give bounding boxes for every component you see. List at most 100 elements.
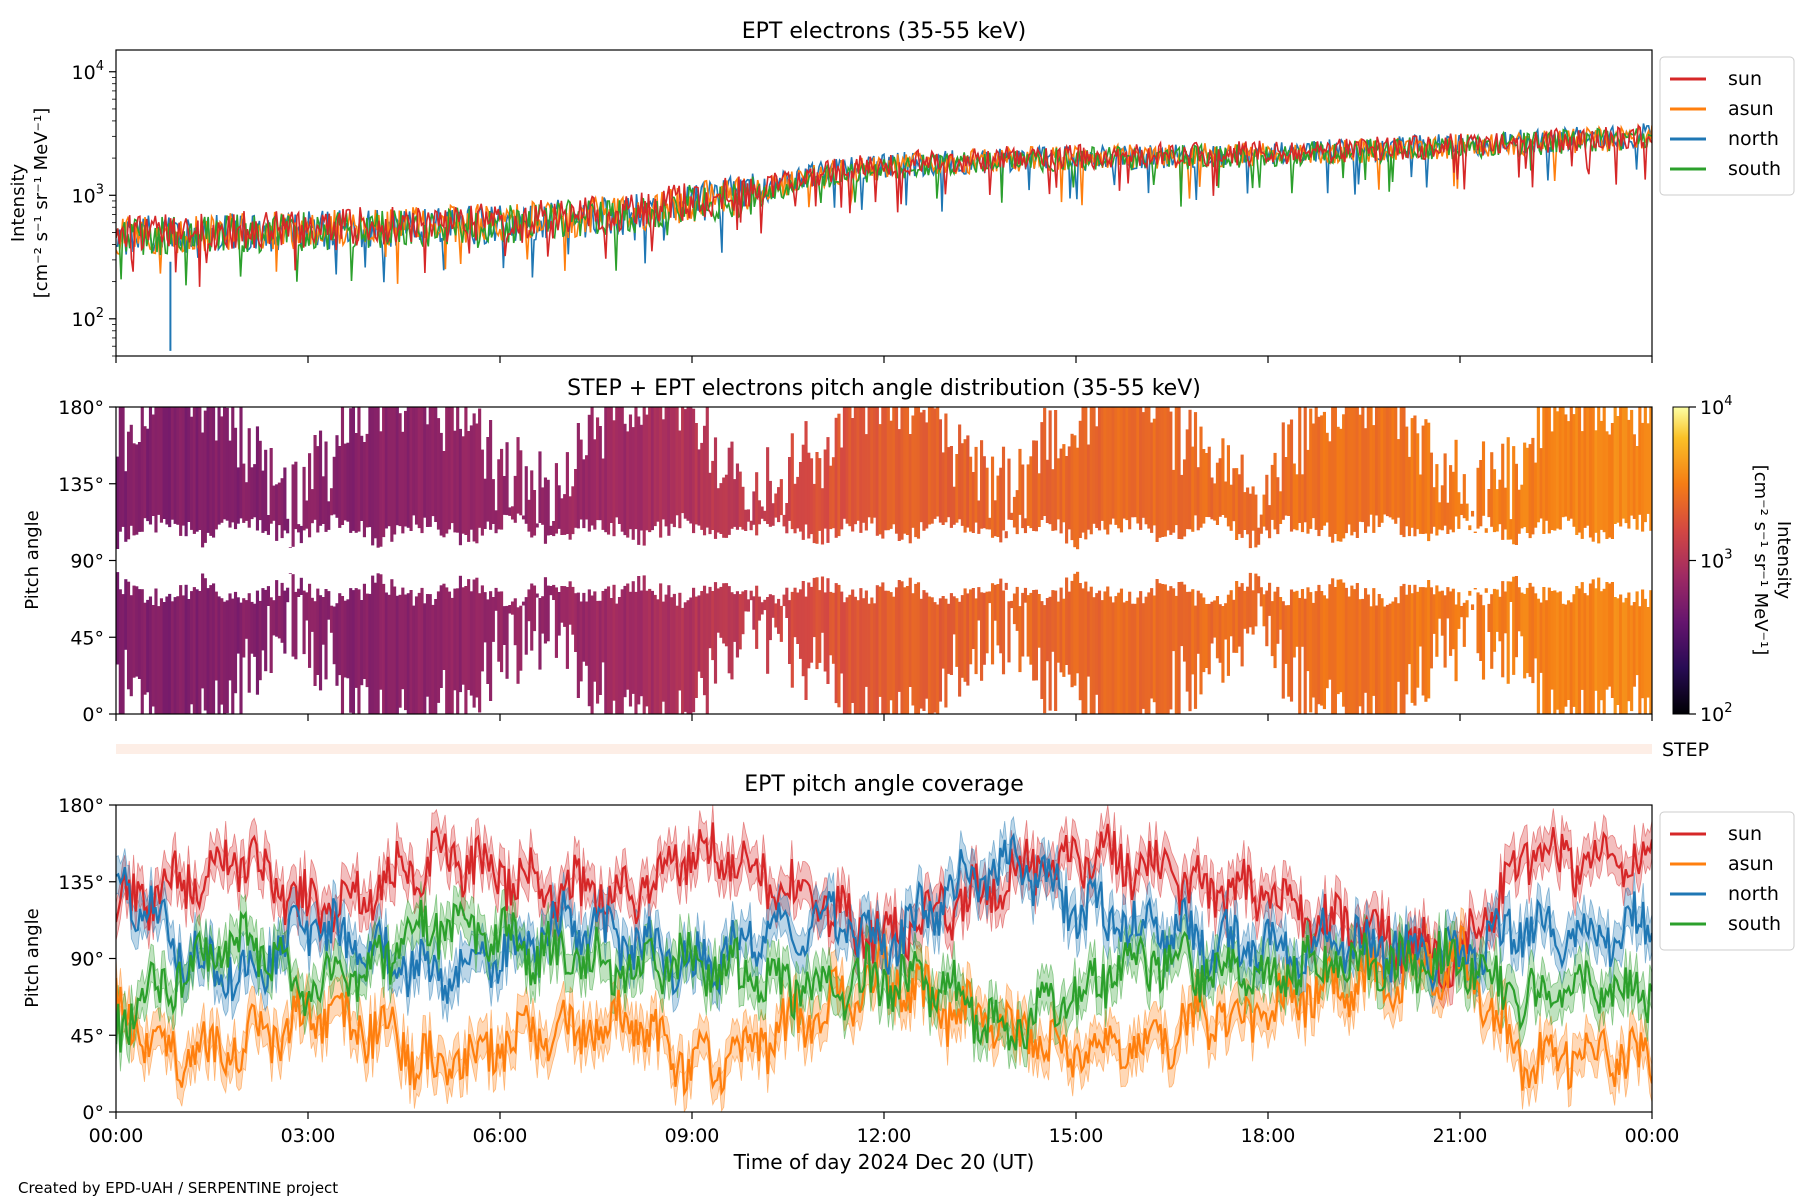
pad-cell (1449, 465, 1453, 530)
pad-cell (1188, 409, 1192, 530)
pad-cell (1122, 407, 1126, 519)
pad-cell (1092, 597, 1096, 714)
pad-cell (980, 440, 984, 529)
pad-cell (1106, 586, 1110, 714)
pad-cell (538, 598, 542, 670)
pad-cell (253, 464, 257, 518)
pad-cell (1440, 590, 1444, 636)
pad-cell (340, 596, 345, 714)
pad-cell (990, 456, 995, 538)
pad-cell (329, 488, 334, 516)
pad-cell (1026, 595, 1030, 657)
pad-cell (1509, 581, 1513, 602)
pad-cell (1114, 596, 1118, 714)
pad-cell (1440, 485, 1444, 531)
pad-cell (291, 574, 295, 657)
pad-cell (1545, 407, 1549, 521)
pad-cell (222, 601, 227, 714)
pad-cell (1172, 588, 1176, 652)
pad-cell (1152, 418, 1156, 526)
pad-cell (851, 418, 855, 532)
pad-cell (1265, 474, 1269, 531)
pad-cell (310, 597, 314, 632)
pad-cell (365, 593, 369, 688)
pad-cell (313, 435, 317, 520)
pad-cell (1632, 602, 1636, 687)
pad-cell (722, 477, 726, 538)
pad-cell (971, 588, 975, 649)
pad-cell (974, 446, 978, 523)
coverage-xtick-label: 18:00 (1241, 1125, 1296, 1147)
pad-cell (1443, 453, 1447, 526)
pad-cell (118, 407, 122, 532)
pad-cell (949, 446, 953, 528)
pad-cell (845, 597, 849, 714)
pad-cell (206, 407, 210, 533)
pad-cell (406, 593, 410, 714)
pad-cell (1542, 587, 1546, 714)
pad-cell (395, 407, 399, 526)
pad-cell (1490, 452, 1494, 527)
pad-cell (760, 506, 764, 519)
pad-cell (362, 583, 366, 679)
pad-cell (1621, 407, 1625, 519)
pad-cell (1372, 425, 1376, 533)
pad-cell (853, 407, 857, 525)
pad-cell (782, 594, 786, 607)
coverage-ytick-label: 45° (70, 1025, 104, 1047)
pad-cell (864, 590, 868, 687)
pad-cell (239, 602, 243, 714)
pad-cell (187, 407, 191, 522)
pad-cell (963, 439, 967, 533)
pad-cell (999, 467, 1003, 543)
pad-cell (1232, 468, 1236, 522)
pad-cell (143, 602, 147, 695)
pad-cell (505, 605, 509, 679)
pad-cell (1139, 591, 1143, 714)
pad-cell (1577, 588, 1582, 714)
pad-cell (472, 579, 476, 708)
pad-cell (1166, 590, 1170, 714)
pad-cell (1410, 593, 1414, 703)
pad-cell (1284, 457, 1288, 516)
pad-cell (1372, 588, 1376, 696)
pad-cell (1564, 604, 1568, 707)
pad-cell (766, 597, 770, 674)
pad-cell (318, 430, 323, 526)
pad-cell (1185, 591, 1189, 692)
pad-cell (286, 518, 290, 534)
pad-cell (480, 585, 484, 672)
pad-cell (332, 606, 336, 665)
pad-cell (184, 407, 188, 537)
pad-cell (1602, 588, 1606, 714)
pad-cell (494, 510, 498, 534)
pad-cell (829, 591, 833, 656)
pad-cell (1355, 407, 1359, 538)
pad-cell (771, 595, 775, 618)
pad-cell (1207, 446, 1211, 518)
intensity-legend-frame (1659, 56, 1795, 196)
pad-cell (1032, 440, 1036, 531)
pad-cell (1073, 435, 1077, 548)
pad-cell (1531, 437, 1535, 535)
pad-cell (944, 598, 948, 708)
pad-cell (420, 407, 424, 534)
pad-cell (930, 597, 934, 714)
pad-cell (779, 605, 783, 642)
pad-cell (1586, 407, 1590, 526)
pad-cell (560, 586, 564, 623)
pad-cell (1487, 489, 1491, 518)
pad-cell (1004, 531, 1008, 539)
pad-cell (927, 596, 932, 714)
pad-cell (727, 586, 731, 674)
pad-cell (181, 595, 185, 714)
pad-cell (763, 599, 767, 611)
pad-cell (1276, 477, 1280, 535)
pad-cell (190, 591, 194, 705)
pad-cell (168, 407, 172, 528)
pad-cell (360, 600, 364, 686)
pad-cell (527, 499, 531, 532)
pad-cell (829, 465, 833, 530)
pad-cell (203, 410, 207, 543)
pad-cell (804, 421, 808, 525)
